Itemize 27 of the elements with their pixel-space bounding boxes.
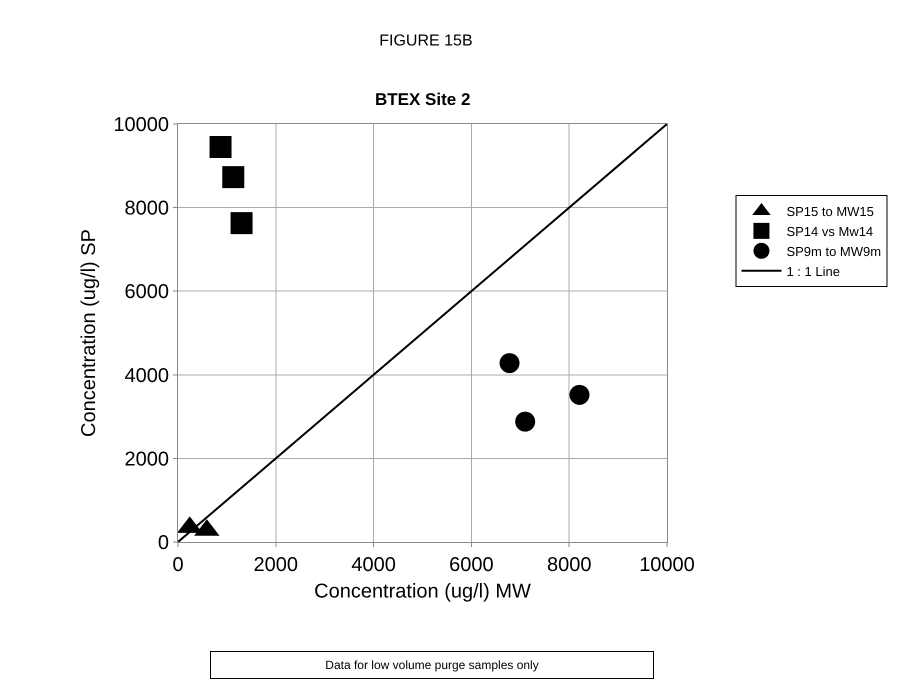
legend-label: SP9m to MW9m: [786, 244, 882, 259]
x-tick-label: 8000: [546, 554, 592, 576]
point: [230, 212, 253, 234]
x-tick-label: 6000: [449, 554, 494, 576]
point: [569, 384, 590, 405]
x-tick-label: 4000: [351, 554, 396, 576]
y-tick-label: 10000: [113, 114, 169, 136]
y-tick-label: 0: [158, 532, 169, 554]
chart-title: FIGURE 15B: [379, 32, 473, 50]
y-tick-label: 8000: [124, 198, 169, 220]
point: [515, 412, 536, 432]
point: [210, 136, 232, 158]
y-tick-label: 4000: [124, 364, 169, 387]
legend-label: SP14 vs Mw14: [786, 224, 874, 239]
y-axis-title: Concentration (ug/l) SP: [78, 229, 100, 437]
legend-label: 1 : 1 Line: [786, 264, 840, 279]
chart-subtitle: BTEX Site 2: [375, 90, 470, 109]
point: [222, 166, 244, 188]
x-tick-label: 0: [172, 554, 184, 576]
x-tick-label: 2000: [254, 554, 298, 576]
x-tick-label: 10000: [639, 554, 695, 576]
legend-label: SP15 to MW15: [786, 204, 874, 220]
text: Data for low volume purge samples only: [325, 658, 539, 672]
point: [500, 353, 520, 374]
x-axis-title: Concentration (ug/l) MW: [314, 580, 531, 602]
y-tick-label: 6000: [124, 281, 169, 304]
y-tick-label: 2000: [124, 448, 169, 470]
